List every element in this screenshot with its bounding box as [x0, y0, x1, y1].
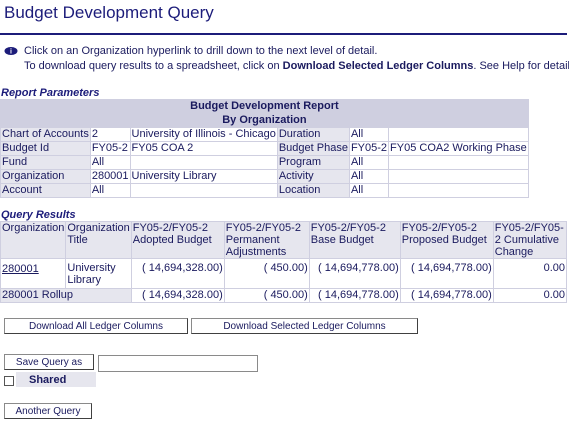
param-value-desc	[389, 128, 528, 141]
param-value-desc	[130, 184, 277, 197]
col-header-organization: Organization	[1, 222, 66, 258]
param-label: Budget Id	[1, 142, 90, 155]
param-label: Duration	[277, 128, 349, 141]
param-value: All	[349, 156, 389, 169]
param-value: All	[90, 156, 130, 169]
shared-checkbox[interactable]	[4, 376, 14, 386]
param-label: Budget Phase	[277, 142, 349, 155]
param-label: Location	[277, 184, 349, 197]
permanent-adjustments-cell: ( 450.00)	[224, 259, 309, 288]
param-row: Budget Id FY05-2 FY05 COA 2 Budget Phase…	[1, 142, 528, 155]
param-value: FY05-2	[349, 142, 389, 155]
param-row: Account All Location All	[1, 184, 528, 197]
param-value-desc	[130, 156, 277, 169]
cumulative-change-cell: 0.00	[493, 259, 566, 288]
param-value-desc	[389, 170, 528, 183]
param-value-desc: FY05 COA 2	[130, 142, 277, 155]
save-query-name-input[interactable]	[98, 355, 258, 372]
param-value: All	[349, 170, 389, 183]
svg-text:i: i	[10, 49, 12, 56]
param-label: Organization	[1, 170, 90, 183]
param-row: Fund All Program All	[1, 156, 528, 169]
results-header-row: Organization Organization Title FY05-2/F…	[1, 222, 566, 258]
base-budget-cell: ( 14,694,778.00)	[309, 259, 400, 288]
param-value-desc	[389, 156, 528, 169]
info-bubble-icon: i	[4, 47, 18, 56]
col-header-cumulative-change: FY05-2/FY05-2 Cumulative Change	[493, 222, 566, 258]
param-value: 280001	[90, 170, 130, 183]
page-title: Budget Development Query	[4, 3, 214, 22]
info-text-download-suffix: . See Help for details.	[473, 60, 569, 72]
query-results-heading: Query Results	[1, 209, 76, 221]
param-row: Organization 280001 University Library A…	[1, 170, 528, 183]
rollup-base-budget: ( 14,694,778.00)	[309, 289, 400, 302]
title-divider	[0, 33, 567, 35]
param-value: 2	[90, 128, 130, 141]
param-label: Program	[277, 156, 349, 169]
info-text-download: To download query results to a spreadshe…	[24, 60, 569, 72]
download-selected-ledger-columns-button[interactable]: Download Selected Ledger Columns	[191, 318, 418, 334]
shared-label: Shared	[29, 374, 67, 386]
param-value-desc: University Library	[130, 170, 277, 183]
param-label: Chart of Accounts	[1, 128, 90, 141]
col-header-adopted-budget: FY05-2/FY05-2 Adopted Budget	[131, 222, 224, 258]
param-label: Fund	[1, 156, 90, 169]
report-parameters-table: Budget Development Report By Organizatio…	[0, 99, 529, 198]
info-text-download-prefix: To download query results to a spreadshe…	[24, 60, 283, 72]
rollup-label: 280001 Rollup	[1, 289, 131, 302]
org-title-cell: University Library	[66, 259, 131, 288]
info-text-download-emphasis: Download Selected Ledger Columns	[282, 60, 474, 72]
param-label: Account	[1, 184, 90, 197]
col-header-base-budget: FY05-2/FY05-2 Base Budget	[309, 222, 400, 258]
report-parameters-heading: Report Parameters	[1, 87, 100, 99]
param-row: Chart of Accounts 2 University of Illino…	[1, 128, 528, 141]
save-query-as-button[interactable]: Save Query as	[4, 354, 94, 370]
col-header-permanent-adjustments: FY05-2/FY05-2 Permanent Adjustments	[224, 222, 309, 258]
col-header-proposed-budget: FY05-2/FY05-2 Proposed Budget	[400, 222, 493, 258]
param-value: All	[349, 128, 389, 141]
param-value: All	[90, 184, 130, 197]
table-row: 280001 University Library ( 14,694,328.0…	[1, 259, 566, 288]
report-title: Budget Development Report	[1, 100, 528, 113]
organization-link[interactable]: 280001	[2, 263, 39, 275]
proposed-budget-cell: ( 14,694,778.00)	[400, 259, 493, 288]
param-value: FY05-2	[90, 142, 130, 155]
col-header-org-title: Organization Title	[66, 222, 131, 258]
info-text-drilldown: Click on an Organization hyperlink to dr…	[24, 45, 378, 57]
rollup-proposed-budget: ( 14,694,778.00)	[400, 289, 493, 302]
rollup-cumulative-change: 0.00	[493, 289, 566, 302]
param-value-desc: FY05 COA2 Working Phase	[389, 142, 528, 155]
rollup-permanent-adjustments: ( 450.00)	[224, 289, 309, 302]
adopted-budget-cell: ( 14,694,328.00)	[131, 259, 224, 288]
query-results-table: Organization Organization Title FY05-2/F…	[0, 221, 567, 303]
param-value-desc: University of Illinois - Chicago	[130, 128, 277, 141]
rollup-adopted-budget: ( 14,694,328.00)	[131, 289, 224, 302]
rollup-row: 280001 Rollup ( 14,694,328.00) ( 450.00)…	[1, 289, 566, 302]
download-all-ledger-columns-button[interactable]: Download All Ledger Columns	[4, 318, 188, 334]
organization-cell: 280001	[1, 259, 66, 288]
report-subtitle: By Organization	[1, 114, 528, 127]
param-value-desc	[389, 184, 528, 197]
param-label: Activity	[277, 170, 349, 183]
param-value: All	[349, 184, 389, 197]
shared-label-cell	[16, 372, 96, 387]
another-query-button[interactable]: Another Query	[4, 403, 92, 419]
